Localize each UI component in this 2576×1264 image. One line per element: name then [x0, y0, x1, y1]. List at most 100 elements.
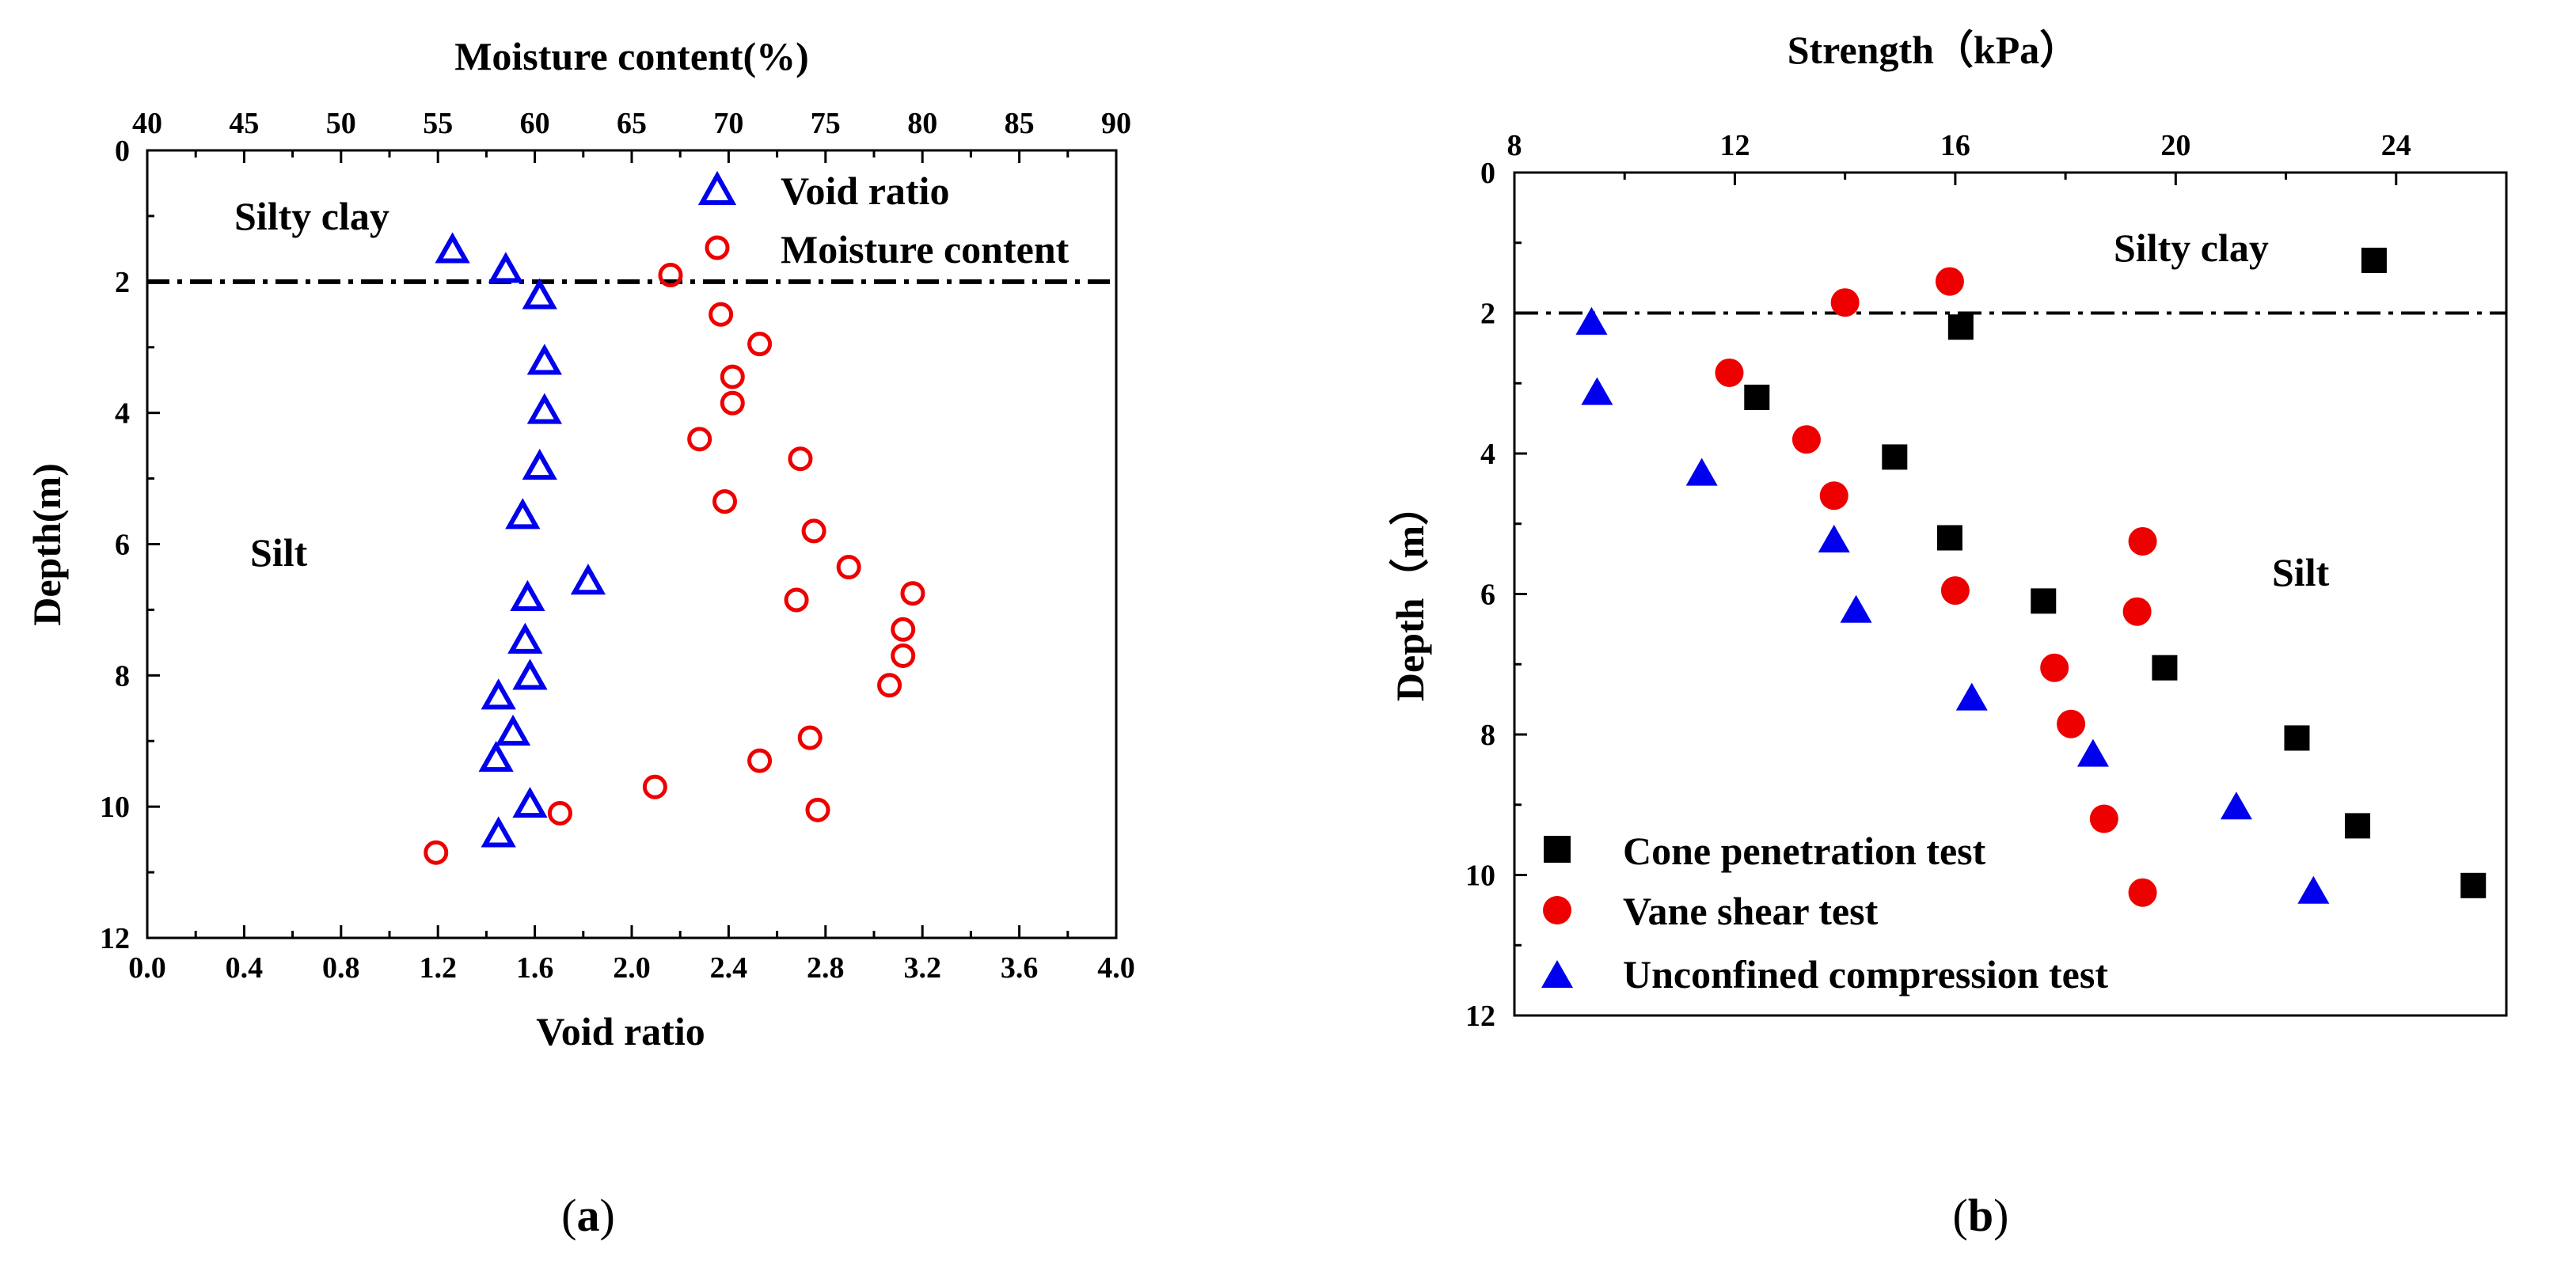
panel-a-moisture-point [836, 555, 861, 580]
panel-a-legend-moisture-label: Moisture content [781, 227, 1070, 271]
panel-a-void-ratio-point [526, 393, 562, 424]
panel-a-moisture-point [900, 581, 925, 606]
panel-b-cone-penetration-point [1947, 314, 1974, 340]
panel-a-bottom-tick-label: 0.8 [322, 951, 360, 985]
panel-a-left-tick-label: 0 [115, 135, 130, 168]
panel-b-left-tick-label: 6 [1480, 579, 1495, 612]
panel-b-unconfined-point [1955, 682, 1988, 711]
panel-a-void-ratio-point [510, 579, 545, 611]
panel-b-cone-penetration-point [2152, 655, 2178, 681]
panel-a-caption: (a) [561, 1190, 615, 1241]
panel-a-top-axis-title: Moisture content(%) [454, 34, 809, 78]
panel-b-y-axis-title: Depth（m） [1388, 486, 1432, 701]
panel-a-moisture-point [877, 673, 902, 698]
panel-a-void-ratio-point [488, 252, 524, 283]
panel-b-unconfined-point [2220, 791, 2252, 820]
panel-b-vane-shear-point [1715, 358, 1744, 387]
panel-a-moisture-point [424, 840, 449, 865]
panel-b-vane-shear-point [2040, 653, 2069, 682]
panel-a-moisture-point [891, 617, 916, 642]
panel-a-moisture-point [805, 797, 830, 822]
panel-a-bottom-tick-label: 3.2 [903, 951, 941, 985]
panel-b-vane-shear-point [2128, 878, 2157, 907]
panel-a-moisture-point [747, 748, 773, 773]
panel-b-cone-penetration-point [1936, 525, 1962, 551]
panel-b-top-tick-label: 16 [1940, 129, 1970, 162]
panel-b-top-tick-label: 12 [1719, 129, 1750, 162]
panel-b-cone-penetration-point [2031, 588, 2057, 614]
panel-a-left-tick-label: 6 [115, 529, 130, 562]
panel-a-legend: Void ratio Moisture content [697, 169, 1070, 271]
panel-a-left-tick-label: 8 [115, 659, 130, 693]
panel-b-unconfined-point [1685, 457, 1718, 486]
panel-a-legend-moisture-marker [705, 235, 730, 260]
panel-a-void-ratio-point [570, 564, 606, 595]
panel-b-vane-shear-point [1791, 425, 1821, 454]
panel-b-vane-shear-point [1830, 288, 1860, 317]
panel-a-moisture-point [788, 446, 813, 472]
panel-a-bottom-tick-label: 2.0 [613, 951, 651, 985]
panel-a-void-ratio-point [481, 816, 516, 848]
panel-a-bottom-tick-label: 1.6 [516, 951, 554, 985]
panel-a-left-tick-label: 10 [100, 791, 130, 824]
panel-a-moisture-point [720, 390, 745, 416]
panel-a-moisture-point [801, 518, 826, 544]
panel-a-moisture-point [547, 800, 572, 826]
panel-b-cone-penetration-point [1882, 444, 1908, 470]
panel-a-top-tick-label: 80 [907, 107, 937, 140]
panel-a-moisture-point [891, 643, 916, 668]
panel-a-top-tick-label: 60 [520, 107, 550, 140]
panel-b-left-tick-label: 8 [1480, 719, 1495, 752]
panel-b-annotation-silt: Silt [2272, 550, 2330, 594]
panel-a-void-ratio-point [435, 232, 470, 264]
panel-b-legend-vane-marker [1543, 896, 1571, 924]
panel-a-data-points [424, 232, 925, 865]
panel-a-bottom-tick-label: 1.2 [419, 951, 457, 985]
panel-a-void-ratio-point [522, 278, 557, 309]
panel-b-unconfined-point [1581, 377, 1613, 405]
panel-a-bottom-axis-ticks: 0.0 0.4 0.8 1.2 1.6 2.0 2.4 2.8 3.2 3.6 4.0 [128, 925, 1135, 985]
panel-b-top-axis-ticks: 8 12 16 20 24 [1507, 129, 2508, 185]
panel-b-legend-cone-label: Cone penetration test [1623, 829, 1986, 873]
panel-a-annotation-silt: Silt [250, 530, 308, 575]
panel-a-bottom-tick-label: 0.4 [226, 951, 264, 985]
panel-b-annotation-silty-clay: Silty clay [2114, 226, 2269, 270]
panel-b-legend-unconfined-label: Unconfined compression test [1623, 952, 2108, 996]
panel-b-vane-shear-point [2089, 804, 2118, 833]
panel-b-legend-vane-label: Vane shear test [1623, 889, 1879, 933]
panel-a-top-axis-ticks: 40 45 50 55 60 65 70 75 80 85 90 [132, 107, 1131, 163]
panel-a-chart: 40 45 50 55 60 65 70 75 80 85 90 0.0 0.4 0.8 1.2 1.6 2.… [25, 34, 1135, 1241]
panel-a-moisture-point [642, 774, 667, 799]
panel-b-legend-unconfined-marker [1541, 960, 1573, 988]
panel-a-top-tick-label: 70 [713, 107, 743, 140]
panel-a-bottom-tick-label: 2.4 [710, 951, 748, 985]
panel-a-moisture-point [712, 489, 738, 514]
panel-b-unconfined-point [1575, 306, 1608, 335]
panel-a-void-ratio-point [481, 678, 516, 710]
panel-a-moisture-point [709, 302, 734, 327]
panel-a-y-axis-title: Depth(m) [25, 463, 69, 626]
panel-b-data-points [1575, 247, 2487, 907]
panel-b-vane-shear-point [2122, 597, 2152, 626]
panel-b-left-tick-label: 10 [1465, 860, 1495, 893]
panel-b-left-tick-label: 0 [1480, 157, 1495, 190]
panel-a-top-tick-label: 45 [229, 107, 259, 140]
panel-a-top-tick-label: 55 [423, 107, 453, 140]
panel-b-cone-penetration-point [2361, 247, 2387, 273]
panel-b-left-axis-ticks: 0 2 4 6 8 10 12 [1465, 157, 1527, 1033]
panel-a-void-ratio-point [526, 344, 562, 375]
panel-a-moisture-point [747, 332, 773, 357]
panel-a-top-tick-label: 50 [326, 107, 356, 140]
panel-b-vane-shear-point [1940, 576, 1970, 605]
panel-b-cone-penetration-point [1744, 385, 1770, 410]
panel-b-vane-shear-point [1935, 267, 1964, 296]
panel-a-top-tick-label: 85 [1005, 107, 1035, 140]
panel-b-unconfined-point [1840, 594, 1872, 623]
panel-a-legend-void-ratio-label: Void ratio [781, 169, 949, 213]
panel-b-unconfined-point [2297, 875, 2330, 904]
panel-b-vane-shear-point [2128, 526, 2157, 556]
panel-b-top-tick-label: 20 [2160, 129, 2190, 162]
panel-b-top-tick-label: 8 [1507, 129, 1522, 162]
panel-b-top-tick-label: 24 [2381, 129, 2411, 162]
